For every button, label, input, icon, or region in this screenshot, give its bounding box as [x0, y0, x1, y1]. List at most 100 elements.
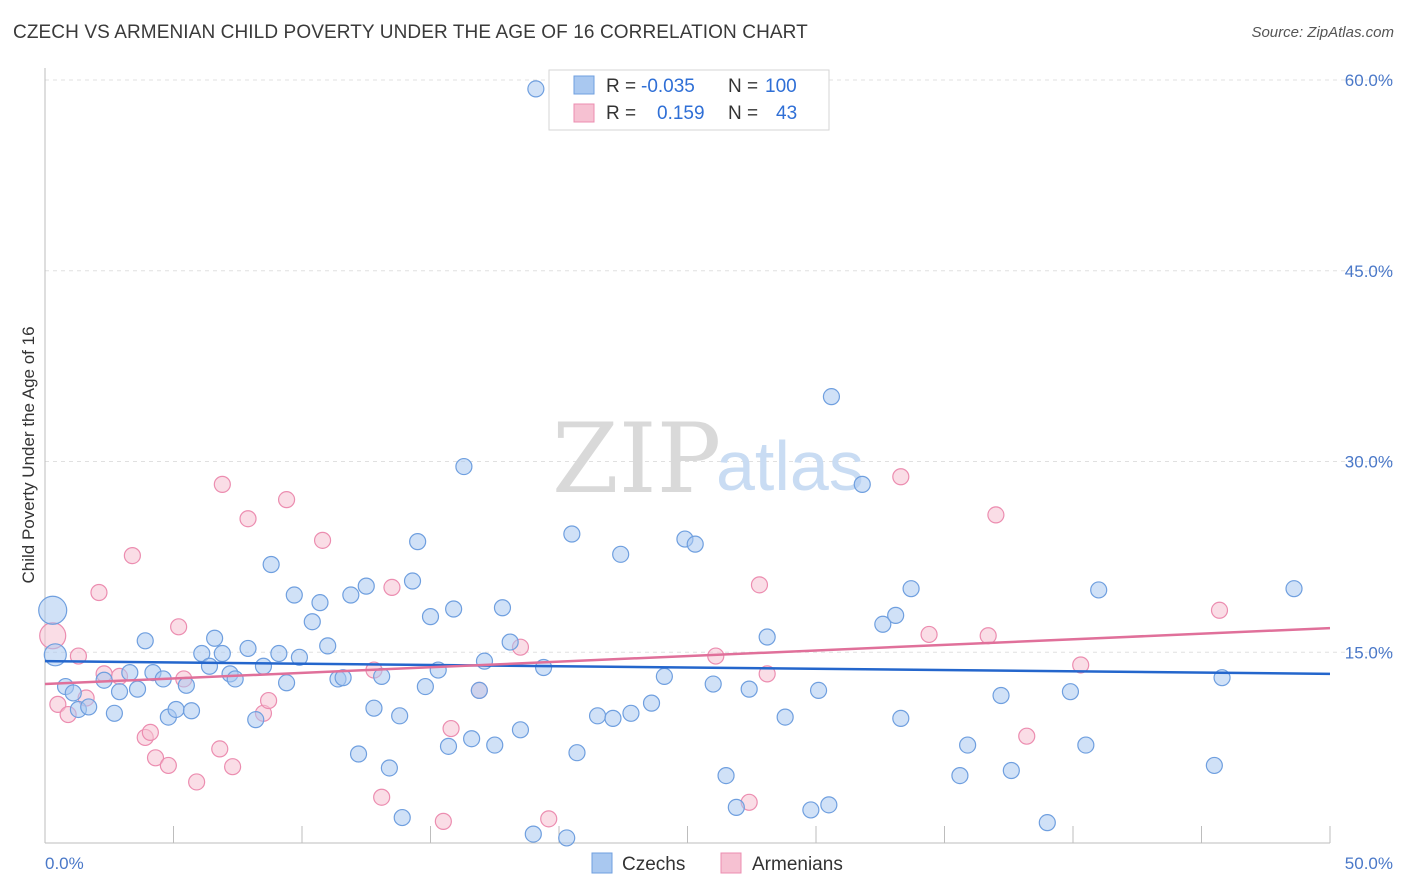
armenian-point	[224, 758, 242, 776]
armenian-point	[188, 773, 206, 791]
czech-point	[902, 580, 920, 598]
czech-point	[727, 798, 745, 816]
armenian-point	[277, 491, 296, 509]
czech-point	[951, 767, 969, 785]
czech-point	[226, 670, 244, 688]
x-tick-labels: 0.0% 50.0%	[45, 854, 1393, 873]
stats-legend-box	[548, 69, 830, 131]
y-tick-labels: 15.0% 30.0% 45.0% 60.0%	[1345, 71, 1393, 662]
czech-point	[501, 633, 519, 651]
czech-point	[758, 628, 776, 646]
legend-czech-n-label: N =	[728, 76, 758, 97]
series-legend: Czechs Armenians	[591, 852, 843, 875]
armenian-point	[920, 625, 938, 644]
czech-point	[270, 644, 288, 663]
grid-lines	[45, 79, 1393, 653]
czech-point	[622, 704, 640, 722]
y-tick-label: 15.0%	[1345, 643, 1393, 662]
armenian-point	[146, 749, 165, 767]
armenian-point	[123, 547, 141, 565]
czech-point	[439, 737, 458, 755]
czech-point	[262, 555, 280, 574]
czech-point	[290, 648, 309, 666]
czech-point	[105, 704, 123, 722]
legend-armenian-r-value: 0.159	[657, 103, 705, 124]
czech-point	[365, 699, 383, 717]
czech-point	[445, 600, 463, 618]
armenian-point	[239, 510, 257, 528]
czech-point	[524, 825, 542, 843]
czech-point	[959, 736, 977, 754]
czech-point	[409, 533, 427, 551]
czech-point	[612, 545, 630, 563]
czech-point	[239, 639, 257, 658]
czech-point	[254, 657, 273, 675]
armenian-point	[141, 723, 159, 741]
czech-point	[717, 767, 735, 785]
czech-point	[128, 680, 147, 698]
czech-point	[200, 657, 219, 675]
czech-point	[820, 796, 838, 814]
armenian-point	[69, 647, 88, 665]
czech-point	[1061, 683, 1080, 701]
armenian-point	[1210, 601, 1229, 619]
armenian-point	[159, 756, 177, 775]
czech-point	[277, 674, 296, 692]
czech-point	[110, 683, 129, 701]
czech-point	[1038, 814, 1056, 832]
legend-czech-swatch	[573, 75, 595, 95]
czech-point	[655, 667, 673, 686]
bottom-legend-armenians: Armenians	[752, 854, 843, 875]
armenian-point	[383, 578, 401, 596]
czech-point	[486, 736, 504, 754]
czech-point	[642, 694, 661, 712]
czech-point	[686, 535, 704, 553]
czech-point	[1077, 736, 1095, 754]
czech-point	[776, 708, 794, 726]
czech-point	[511, 721, 530, 739]
y-tick-label: 45.0%	[1345, 262, 1393, 281]
y-axis-label: Child Poverty Under the Age of 16	[19, 326, 38, 583]
legend-czech-r-label: R =	[606, 76, 636, 97]
czech-point	[121, 663, 139, 682]
czech-point	[38, 595, 68, 625]
czech-point	[1090, 581, 1108, 599]
y-tick-label: 60.0%	[1345, 71, 1393, 90]
czech-point	[604, 709, 622, 727]
czech-point	[874, 615, 892, 633]
czech-point	[563, 525, 581, 543]
czech-trend-line	[44, 659, 1331, 676]
czech-point	[177, 676, 195, 694]
armenian-point	[1072, 656, 1090, 674]
armenian-point	[170, 618, 188, 636]
czech-point	[809, 681, 828, 700]
legend-armenian-swatch	[573, 103, 595, 123]
czech-point	[136, 632, 154, 650]
armenian-point	[90, 583, 108, 602]
legend-armenian-n-value: 43	[776, 103, 797, 124]
bottom-legend-czech-swatch	[591, 852, 613, 874]
czech-point	[393, 808, 411, 827]
legend-czech-r-value: -0.035	[641, 76, 695, 97]
czech-point	[319, 637, 337, 655]
source-credit: Source: ZipAtlas.com	[1251, 24, 1394, 41]
czech-point	[455, 457, 473, 476]
armenian-point	[373, 788, 391, 806]
x-tick-label: 0.0%	[45, 854, 84, 873]
czech-point	[421, 608, 440, 626]
armenian-point	[213, 475, 231, 493]
czech-point	[493, 599, 512, 617]
armenian-point	[750, 576, 769, 594]
watermark: ZIP atlas	[552, 403, 864, 515]
czech-point	[892, 709, 910, 727]
czech-point	[285, 586, 303, 604]
czech-point	[391, 707, 409, 725]
czech-point	[342, 586, 360, 604]
x-tick-label: 50.0%	[1345, 854, 1393, 873]
czech-point	[1205, 756, 1223, 775]
legend-armenian-n-label: N =	[728, 103, 758, 124]
czech-point	[80, 698, 98, 716]
czech-point	[704, 675, 722, 693]
czech-point	[822, 388, 841, 406]
